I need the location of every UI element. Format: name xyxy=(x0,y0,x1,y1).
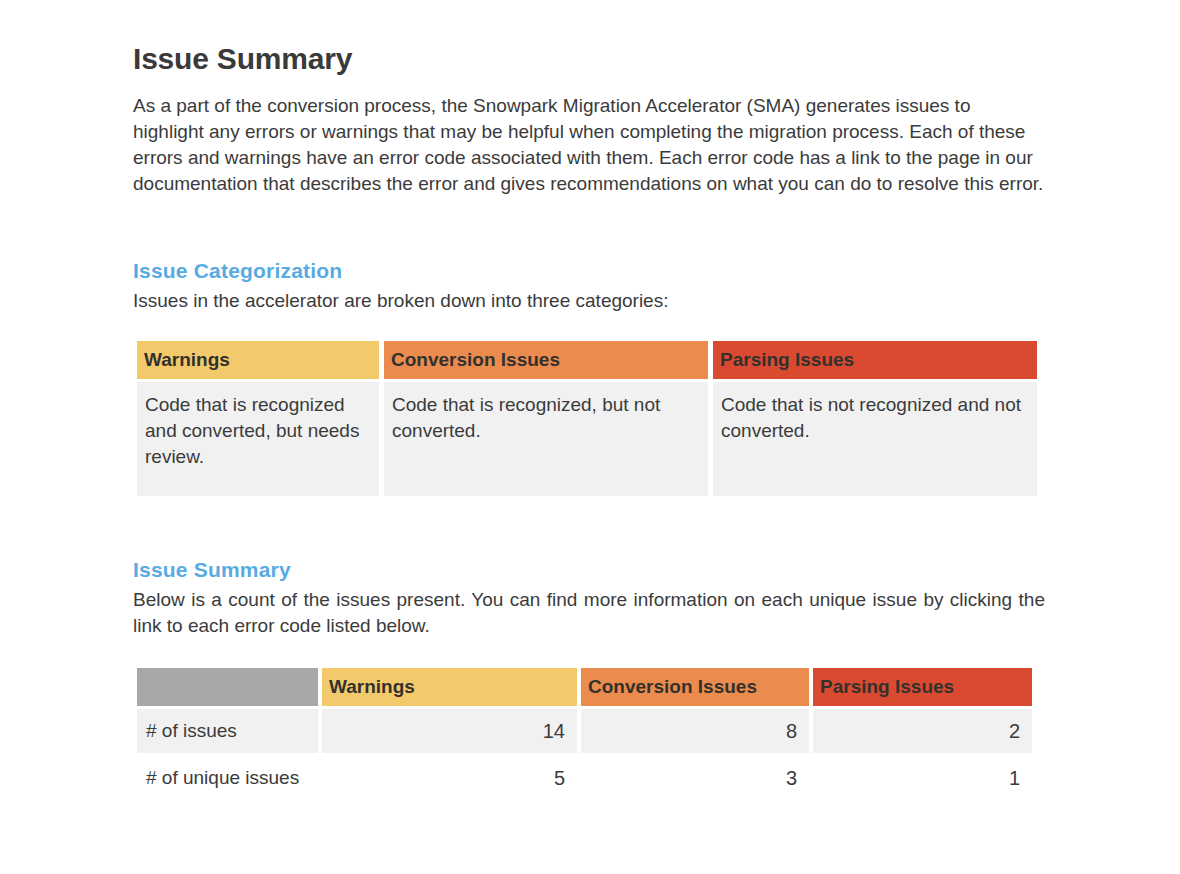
num-issues-warnings: 14 xyxy=(322,709,577,753)
num-unique-issues-parsing: 1 xyxy=(813,756,1032,800)
summary-column-header-warnings: Warnings xyxy=(322,668,577,706)
row-label-num-issues: # of issues xyxy=(137,709,318,753)
corner-cell xyxy=(137,668,318,706)
section-heading-issue-categorization: Issue Categorization xyxy=(133,259,1045,283)
num-unique-issues-warnings: 5 xyxy=(322,756,577,800)
document-content: Issue Summary As a part of the conversio… xyxy=(133,0,1045,800)
intro-paragraph: As a part of the conversion process, the… xyxy=(133,93,1045,197)
issue-summary-table: Warnings Conversion Issues Parsing Issue… xyxy=(137,668,1032,800)
issue-categorization-table: Warnings Conversion Issues Parsing Issue… xyxy=(137,341,1036,496)
row-label-num-unique-issues: # of unique issues xyxy=(137,756,318,800)
column-header-conversion-issues: Conversion Issues xyxy=(384,341,708,379)
column-header-warnings: Warnings xyxy=(137,341,379,379)
summary-lead: Below is a count of the issues present. … xyxy=(133,587,1045,639)
conversion-issues-description-cell: Code that is recognized, but not convert… xyxy=(384,382,708,496)
num-issues-conversion: 8 xyxy=(581,709,809,753)
column-header-parsing-issues: Parsing Issues xyxy=(713,341,1037,379)
summary-column-header-conversion-issues: Conversion Issues xyxy=(581,668,809,706)
warnings-description-cell: Code that is recognized and converted, b… xyxy=(137,382,379,496)
section-heading-issue-summary: Issue Summary xyxy=(133,558,1045,582)
num-unique-issues-conversion: 3 xyxy=(581,756,809,800)
categorization-lead: Issues in the accelerator are broken dow… xyxy=(133,288,1045,314)
num-issues-parsing: 2 xyxy=(813,709,1032,753)
page-title: Issue Summary xyxy=(133,42,1045,76)
parsing-issues-description-cell: Code that is not recognized and not conv… xyxy=(713,382,1037,496)
summary-column-header-parsing-issues: Parsing Issues xyxy=(813,668,1032,706)
